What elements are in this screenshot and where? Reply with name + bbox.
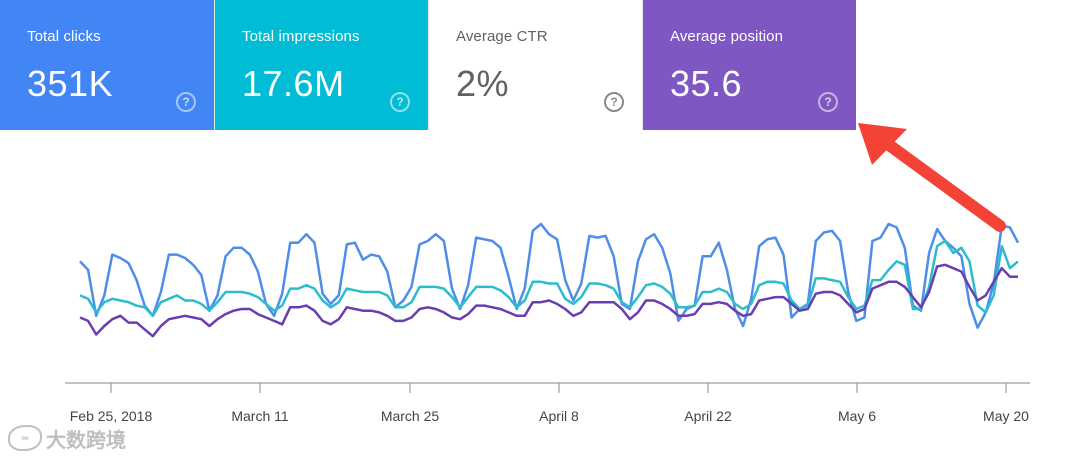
series-line-2 bbox=[79, 239, 1019, 318]
metric-card-average-ctr[interactable]: Average CTR 2% ? bbox=[428, 0, 642, 130]
metric-card-average-position[interactable]: Average position 35.6 ? bbox=[642, 0, 856, 130]
x-tick-label: March 25 bbox=[381, 408, 440, 424]
x-axis-ticks: Feb 25, 2018 March 11 March 25 April 8 April… bbox=[70, 383, 1029, 424]
series-line-3 bbox=[79, 263, 1018, 338]
help-icon[interactable]: ? bbox=[818, 92, 838, 112]
help-icon[interactable]: ? bbox=[390, 92, 410, 112]
metric-card-total-clicks[interactable]: Total clicks 351K ? bbox=[0, 0, 214, 130]
watermark-logo-icon: ∞ bbox=[8, 425, 42, 451]
x-tick-label: April 22 bbox=[684, 408, 732, 424]
help-icon[interactable]: ? bbox=[604, 92, 624, 112]
x-tick-label: March 11 bbox=[231, 408, 289, 424]
metric-card-total-impressions[interactable]: Total impressions 17.6M ? bbox=[214, 0, 428, 130]
series-line-1 bbox=[79, 222, 1020, 329]
annotation-arrow-shaft bbox=[879, 136, 1006, 232]
metric-label: Average position bbox=[670, 28, 784, 45]
metric-value: 2% bbox=[456, 63, 510, 104]
annotation-arrow-head bbox=[858, 123, 907, 165]
watermark: ∞ 大数跨境 bbox=[8, 424, 126, 452]
metric-value: 17.6M bbox=[242, 63, 345, 104]
annotation-arrow bbox=[858, 123, 1006, 232]
metric-cards: Total clicks 351K ? Total impressions 17… bbox=[0, 0, 858, 130]
metric-value: 351K bbox=[27, 63, 114, 104]
series-layer bbox=[79, 222, 1020, 338]
metric-label: Total clicks bbox=[27, 28, 101, 45]
metric-value: 35.6 bbox=[670, 63, 743, 104]
x-tick-label: May 6 bbox=[838, 408, 876, 424]
help-icon[interactable]: ? bbox=[176, 92, 196, 112]
x-tick-label: May 20 bbox=[983, 408, 1029, 424]
watermark-text: 大数跨境 bbox=[46, 429, 126, 452]
metric-label: Average CTR bbox=[456, 28, 548, 45]
x-tick-label: Feb 25, 2018 bbox=[70, 408, 153, 424]
metric-label: Total impressions bbox=[242, 28, 360, 45]
x-tick-label: April 8 bbox=[539, 408, 579, 424]
